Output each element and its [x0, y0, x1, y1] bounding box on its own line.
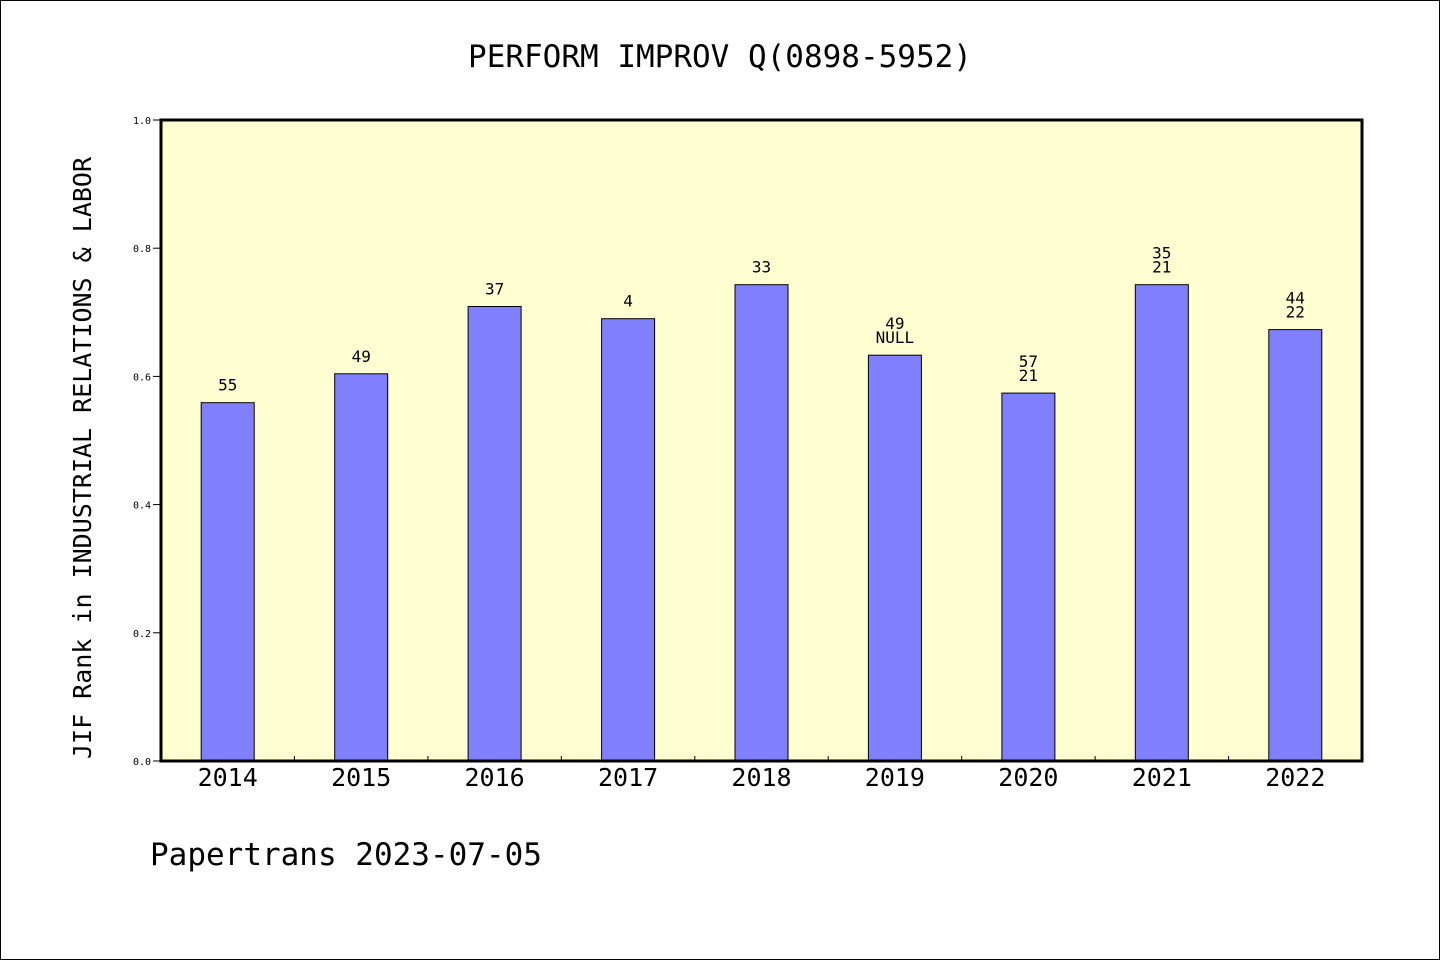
y-tick-label: 0.4	[133, 501, 151, 512]
bar-data-label: 49	[885, 314, 904, 333]
bar-data-label: 55	[218, 376, 237, 395]
labels-layer: 5520144920153720164201733201849NULL20195…	[133, 116, 1325, 792]
y-tick-label: 1.0	[133, 116, 151, 127]
y-tick-label: 0.0	[133, 757, 151, 768]
bars-layer	[200, 284, 1323, 762]
bar-data-label: 4	[623, 292, 633, 311]
bar-data-label: 57	[1019, 352, 1038, 371]
x-tick-label: 2015	[331, 763, 391, 792]
x-tick-label: 2016	[464, 763, 524, 792]
bar-2016	[467, 306, 522, 762]
footer-credit: Papertrans 2023-07-05	[150, 837, 542, 873]
x-tick-label: 2020	[998, 763, 1058, 792]
bar-2021	[1134, 284, 1189, 762]
bar-data-label: 37	[485, 280, 504, 299]
x-tick-label: 2019	[865, 763, 925, 792]
y-tick-label: 0.6	[133, 372, 151, 383]
y-axis-label: JIF Rank in INDUSTRIAL RELATIONS & LABOR	[68, 156, 97, 759]
x-tick-label: 2014	[198, 763, 258, 792]
bar-2022	[1268, 329, 1323, 762]
plot-frame	[159, 118, 1364, 763]
x-tick-label: 2021	[1132, 763, 1192, 792]
bar-2020	[1001, 392, 1056, 762]
ticks-layer	[153, 119, 1230, 762]
bar-2014	[200, 402, 255, 762]
x-tick-label: 2018	[731, 763, 791, 792]
x-tick-label: 2017	[598, 763, 658, 792]
bar-data-label: 44	[1286, 289, 1305, 308]
bar-2019	[867, 354, 922, 762]
bar-data-label: 22	[1286, 303, 1305, 322]
bar-data-label: 21	[1152, 258, 1171, 277]
bar-data-label: 33	[752, 258, 771, 277]
bar-data-label: NULL	[876, 328, 915, 347]
x-tick-label: 2022	[1265, 763, 1325, 792]
y-tick-label: 0.8	[133, 244, 151, 255]
bar-data-label: 49	[352, 347, 371, 366]
bar-data-label: 21	[1019, 366, 1038, 385]
bar-data-label: 35	[1152, 244, 1171, 263]
y-tick-label: 0.2	[133, 629, 151, 640]
bar-2015	[334, 373, 389, 762]
chart-title: PERFORM IMPROV Q(0898-5952)	[468, 39, 972, 75]
bar-2018	[734, 284, 789, 762]
bar-2017	[601, 318, 656, 762]
